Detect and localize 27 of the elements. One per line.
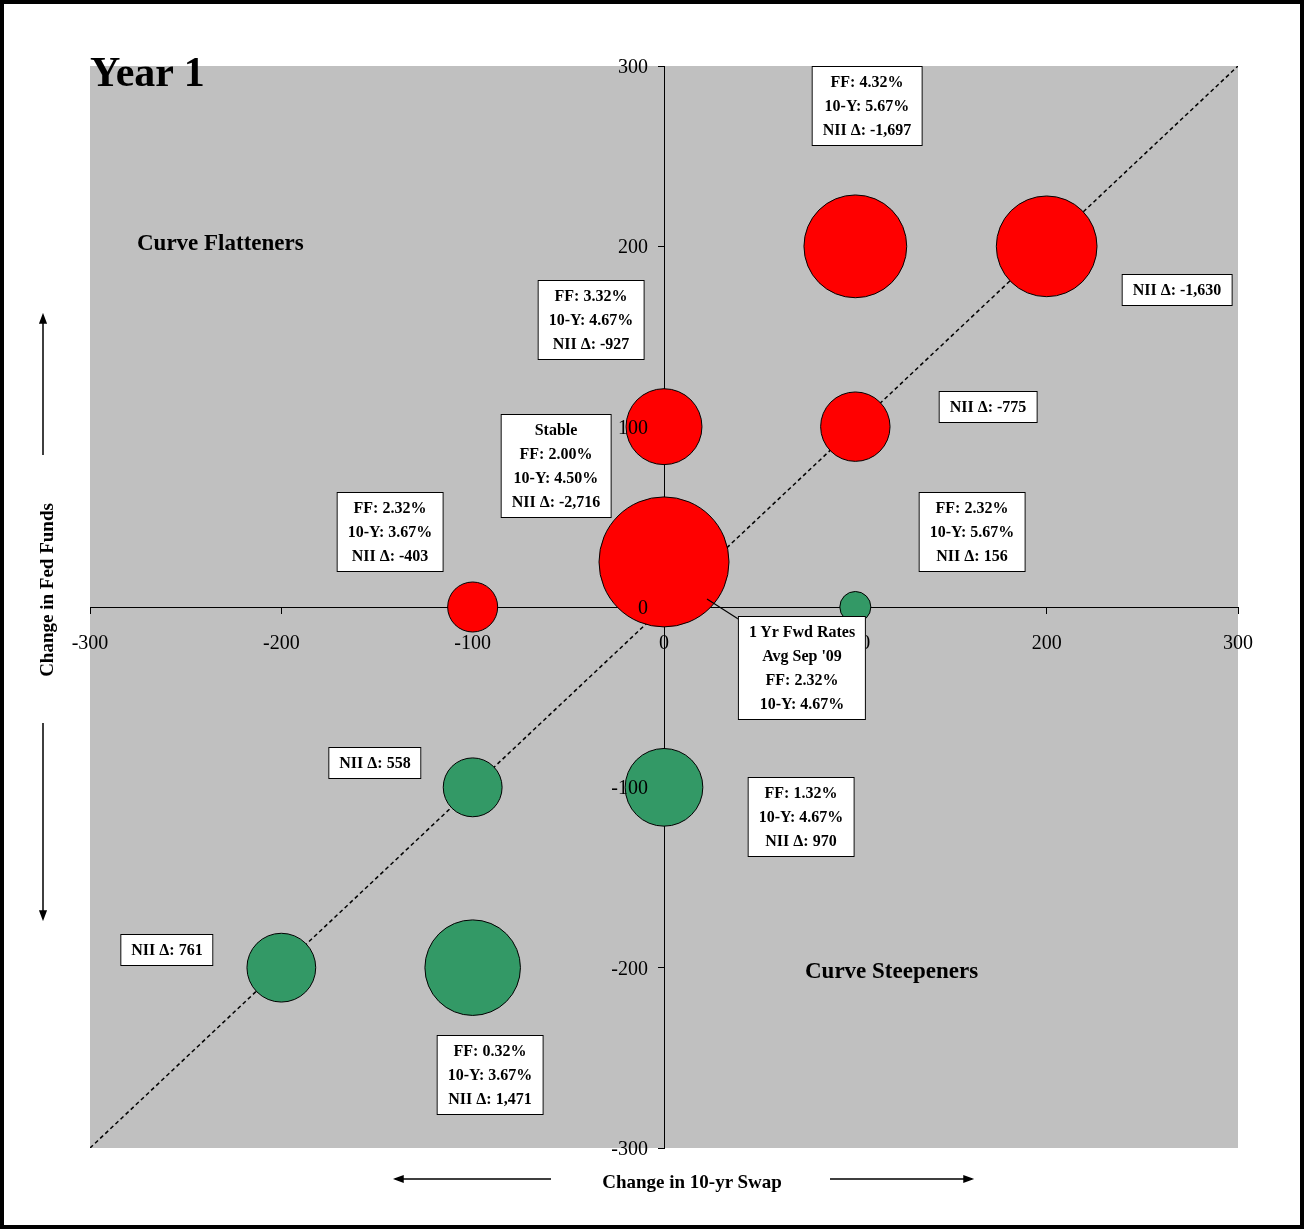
y-tick-label: 300 (618, 54, 648, 78)
annotation: FF: 3.32% 10-Y: 4.67% NII Δ: -927 (537, 280, 645, 360)
y-tick-label: -200 (611, 956, 648, 980)
annotation: NII Δ: 761 (120, 934, 214, 966)
x-tick-label: 300 (1223, 630, 1253, 654)
annotation: Curve Flatteners (137, 230, 304, 256)
y-tick-label: -300 (611, 1136, 648, 1160)
annotation: FF: 2.32% 10-Y: 3.67% NII Δ: -403 (336, 492, 444, 572)
annotation: FF: 1.32% 10-Y: 4.67% NII Δ: 970 (747, 777, 855, 857)
x-tick-label: -200 (262, 630, 300, 654)
x-tick-label: -300 (71, 630, 109, 654)
annotation: FF: 0.32% 10-Y: 3.67% NII Δ: 1,471 (436, 1035, 544, 1115)
chart-title: Year 1 (90, 48, 205, 96)
x-tick-label: 200 (1031, 630, 1062, 654)
y-tick-label: 0 (638, 595, 648, 619)
y-tick-label: 200 (618, 234, 648, 258)
annotation: NII Δ: -775 (938, 391, 1038, 423)
annotation: NII Δ: 558 (328, 747, 422, 779)
annotation: Stable FF: 2.00% 10-Y: 4.50% NII Δ: -2,716 (500, 414, 612, 518)
annotation: Curve Steepeners (805, 958, 979, 984)
annotation: FF: 2.32% 10-Y: 5.67% NII Δ: 156 (918, 492, 1026, 572)
annotation: FF: 4.32% 10-Y: 5.67% NII Δ: -1,697 (811, 66, 923, 146)
annotation: NII Δ: -1,630 (1121, 274, 1233, 306)
annotation: 1 Yr Fwd Rates Avg Sep '09 FF: 2.32% 10-Y: 4.67% (737, 616, 867, 720)
x-tick-label: -100 (454, 630, 491, 654)
y-axis-title: Change in Fed Funds (36, 503, 58, 677)
x-axis-title: Change in 10-yr Swap (602, 1171, 782, 1193)
